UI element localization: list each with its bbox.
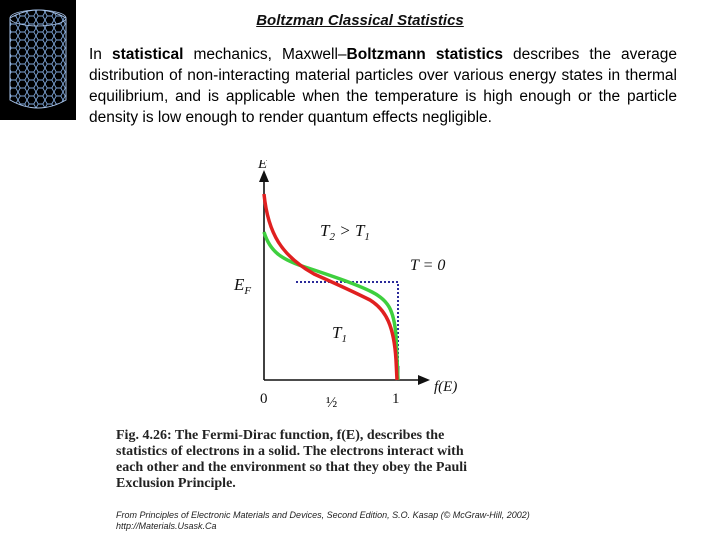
fermi-dirac-figure: E f(E) EF 0 ½ 1 T2 > T1 T = 0 T1 (210, 156, 500, 420)
intro-text-1: In (89, 46, 112, 63)
caption-line-2: statistics of electrons in a solid. The … (116, 444, 464, 459)
intro-bold-statistics: statistics (435, 46, 504, 63)
fermi-level-sub: F (243, 285, 251, 297)
y-axis-label: E (257, 160, 267, 172)
tick-0: 0 (260, 391, 268, 407)
intro-text-2: mechanics, Maxwell– (183, 46, 347, 63)
source-url[interactable]: http://Materials.Usask.Ca (116, 521, 217, 531)
intro-bold-boltzmann: Boltzmann (346, 46, 426, 63)
label-t2-greater-t1: T2 > T1 (320, 221, 370, 243)
y-axis-arrow (259, 170, 269, 182)
caption-line-4: Exclusion Principle. (116, 476, 236, 491)
fermi-level-label: EF (233, 275, 251, 297)
t2-rel: > T (335, 221, 366, 240)
tick-1: 1 (392, 391, 400, 407)
caption-line-3: each other and the environment so that t… (116, 460, 468, 475)
zero-temperature-step (296, 281, 399, 380)
label-t1: T1 (332, 323, 347, 345)
t2-sub2: 1 (364, 231, 370, 243)
curve-t2 (262, 193, 399, 381)
source-line-1: From Principles of Electronic Materials … (116, 510, 530, 520)
t2-main: T (320, 221, 331, 240)
t2-sub: 2 (329, 231, 335, 243)
slide-title: Boltzman Classical Statistics (256, 12, 464, 29)
figure-source: From Principles of Electronic Materials … (116, 510, 616, 532)
nanotube-logo (0, 0, 76, 120)
tick-half: ½ (326, 395, 337, 411)
fermi-level-main: E (233, 275, 245, 294)
intro-bold-statistical: statistical (111, 46, 184, 63)
intro-paragraph: In statistical mechanics, Maxwell–Boltzm… (89, 44, 677, 128)
intro-text-3 (426, 46, 436, 63)
caption-line-1: Fig. 4.26: The Fermi-Dirac function, f(E… (116, 428, 445, 443)
intro-text-4: describes the average distribution of no… (89, 46, 678, 126)
x-axis-arrow (418, 375, 430, 385)
label-t-zero: T = 0 (410, 257, 445, 274)
t1-sub: 1 (341, 333, 347, 345)
x-axis-label: f(E) (434, 379, 457, 395)
curve-t1 (262, 231, 400, 381)
figure-caption: Fig. 4.26: The Fermi-Dirac function, f(E… (116, 428, 536, 492)
t1-main: T (332, 323, 343, 342)
